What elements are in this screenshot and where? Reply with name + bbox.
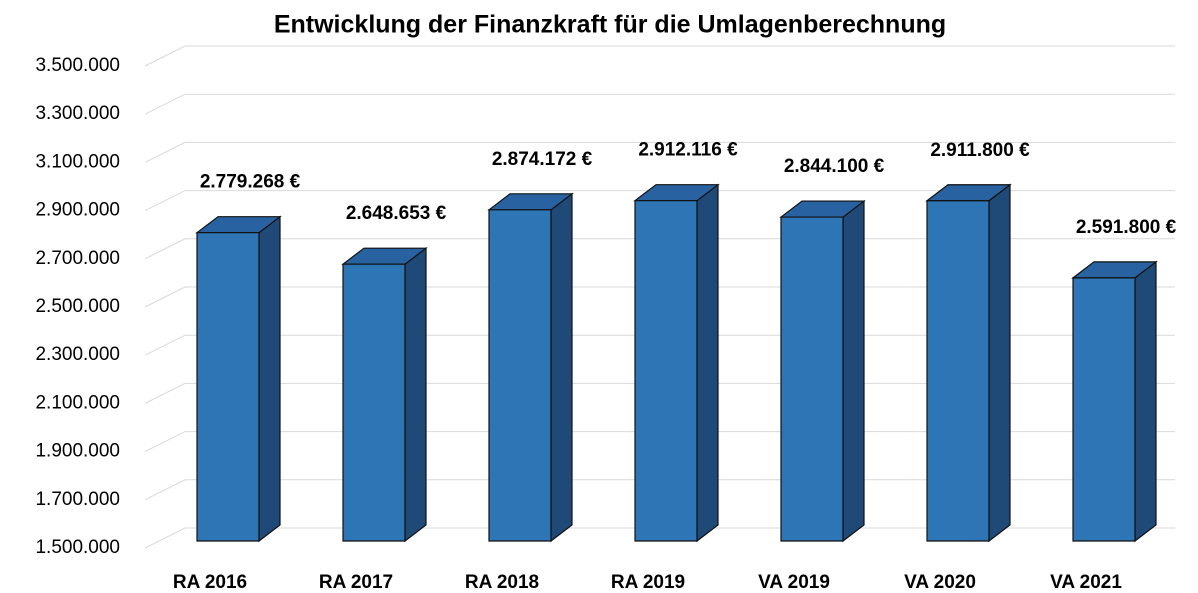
grid-line bbox=[144, 141, 1175, 163]
bar-front bbox=[342, 263, 406, 542]
value-label: 2.648.653 € bbox=[346, 203, 447, 224]
bar-front bbox=[634, 200, 698, 542]
y-tick-label: 2.500.000 bbox=[35, 296, 120, 317]
bar-side bbox=[258, 215, 281, 543]
value-label: 2.911.800 € bbox=[930, 140, 1030, 161]
y-tick-label: 2.900.000 bbox=[35, 200, 120, 221]
x-tick-label: RA 2018 bbox=[465, 572, 539, 593]
y-tick-label: 3.300.000 bbox=[35, 103, 120, 124]
bar bbox=[779, 199, 866, 543]
x-tick-label: VA 2021 bbox=[1050, 572, 1122, 593]
bar-side bbox=[404, 246, 427, 543]
bar-side bbox=[550, 192, 573, 543]
chart-title: Entwicklung der Finanzkraft für die Umla… bbox=[274, 11, 946, 39]
y-tick-label: 3.100.000 bbox=[35, 151, 120, 172]
bar-front bbox=[780, 216, 844, 542]
grid-line bbox=[144, 93, 1175, 115]
bar bbox=[633, 183, 720, 543]
value-label: 2.912.116 € bbox=[638, 140, 738, 161]
x-tick-label: VA 2020 bbox=[904, 572, 976, 593]
bar-front bbox=[196, 232, 260, 542]
y-tick-label: 2.100.000 bbox=[35, 392, 120, 413]
x-tick-label: RA 2019 bbox=[611, 572, 685, 593]
bar-front bbox=[926, 200, 990, 542]
y-tick-label: 1.500.000 bbox=[35, 537, 120, 558]
y-tick-label: 1.900.000 bbox=[35, 441, 120, 462]
x-tick-label: RA 2016 bbox=[173, 572, 247, 593]
bar bbox=[341, 246, 428, 543]
grid-line bbox=[144, 190, 1175, 212]
bar bbox=[487, 192, 574, 543]
bar-front bbox=[1072, 277, 1136, 542]
bar bbox=[925, 183, 1012, 543]
y-tick-label: 3.500.000 bbox=[35, 55, 120, 76]
bar-side bbox=[1134, 260, 1157, 543]
value-label: 2.874.172 € bbox=[492, 149, 593, 170]
bar-side bbox=[696, 183, 719, 543]
y-tick-label: 1.700.000 bbox=[35, 489, 120, 510]
bar-side bbox=[988, 183, 1011, 543]
value-label: 2.844.100 € bbox=[784, 156, 885, 177]
bar bbox=[1071, 260, 1158, 543]
y-tick-label: 2.300.000 bbox=[35, 344, 120, 365]
bar-side bbox=[842, 199, 865, 543]
x-tick-label: RA 2017 bbox=[319, 572, 393, 593]
bar bbox=[195, 215, 282, 543]
grid-line bbox=[144, 45, 1175, 67]
value-label: 2.779.268 € bbox=[200, 172, 301, 193]
value-label: 2.591.800 € bbox=[1076, 217, 1177, 238]
bar-front bbox=[488, 209, 552, 542]
y-tick-label: 2.700.000 bbox=[35, 248, 120, 269]
x-tick-label: VA 2019 bbox=[758, 572, 830, 593]
